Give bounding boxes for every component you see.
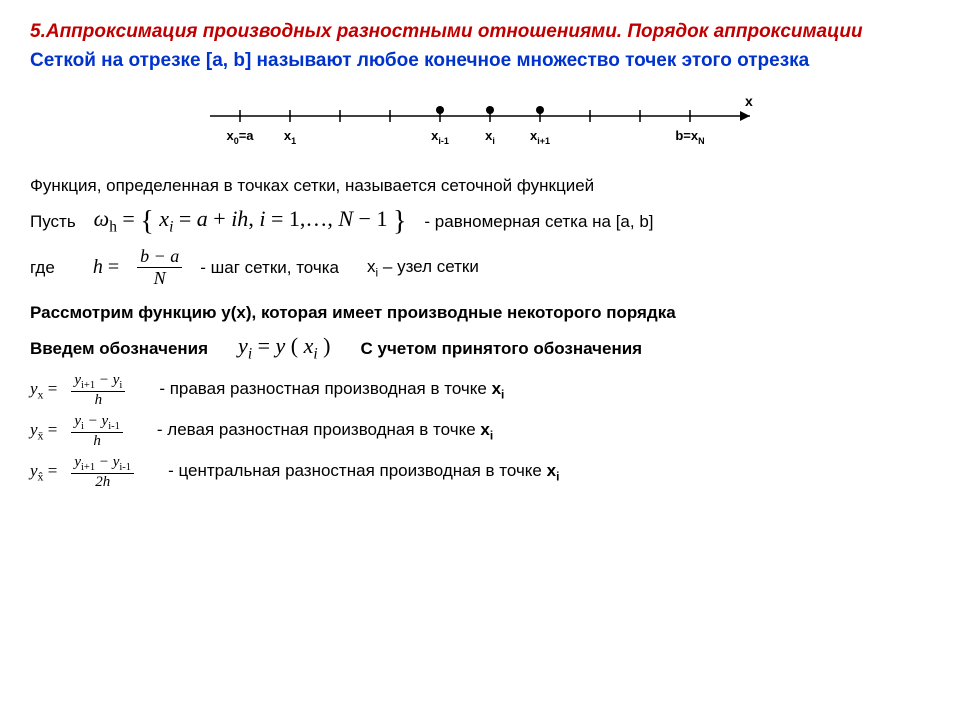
grid-function-def: Функция, определенная в точках сетки, на… (30, 176, 930, 196)
svg-text:xi: xi (485, 128, 495, 146)
number-line-diagram: x x0=a x1 xi-1 xi xi+1 b=xN (170, 91, 790, 156)
svg-text:xi-1: xi-1 (431, 128, 449, 146)
notation-row: Введем обозначения yi = y ( xi ) С учето… (30, 333, 930, 363)
deriv-symbol: yx = (30, 379, 57, 402)
svg-text:b=xN: b=xN (675, 128, 704, 146)
derivative-row: yx̄ = yi − yi-1h - левая разностная произв… (30, 413, 930, 450)
let-label: Пусть (30, 212, 76, 232)
uniform-grid-row: Пусть ωh = { xi = a + ih, i = 1,…, N − 1… (30, 206, 930, 238)
derivative-row: yx = yi+1 − yih - правая разностная произв… (30, 372, 930, 409)
h-fraction: b − a N (137, 246, 182, 289)
consider-func: Рассмотрим функцию y(x), которая имеет п… (30, 303, 930, 323)
deriv-symbol: yx̄ = (30, 420, 57, 443)
deriv-symbol: yx̂ = (30, 461, 57, 484)
h-desc: - шаг сетки, точка (200, 258, 339, 278)
h-node: xi – узел сетки (367, 257, 479, 279)
page-subtitle: Сеткой на отрезке [a, b] называют любое … (30, 49, 930, 74)
deriv-desc: - левая разностная производная в точке x… (157, 420, 493, 442)
derivative-list: yx = yi+1 − yih - правая разностная произв… (30, 372, 930, 491)
svg-text:x: x (745, 93, 753, 109)
yi-def: yi = y ( xi ) (238, 333, 330, 363)
h-equals: h = (93, 256, 119, 279)
deriv-fraction: yi − yi-1h (71, 413, 123, 450)
derivative-row: yx̂ = yi+1 − yi-12h - центральная разностн… (30, 454, 930, 491)
deriv-desc: - центральная разностная производная в т… (168, 461, 559, 483)
intro-notation: Введем обозначения (30, 339, 208, 359)
with-notation: С учетом принятого обозначения (360, 339, 642, 359)
deriv-desc: - правая разностная производная в точке … (159, 379, 504, 401)
deriv-fraction: yi+1 − yih (71, 372, 125, 409)
page-title: 5.Аппроксимация производных разностными … (30, 20, 930, 45)
svg-text:xi+1: xi+1 (530, 128, 550, 146)
svg-text:x1: x1 (284, 128, 296, 146)
svg-text:x0=a: x0=a (226, 128, 254, 146)
omega-desc: - равномерная сетка на [a, b] (424, 212, 653, 232)
omega-set: ωh = { xi = a + ih, i = 1,…, N − 1 } (94, 206, 407, 238)
step-row: где h = b − a N - шаг сетки, точка xi – … (30, 246, 930, 289)
where-label: где (30, 258, 55, 278)
deriv-fraction: yi+1 − yi-12h (71, 454, 134, 491)
